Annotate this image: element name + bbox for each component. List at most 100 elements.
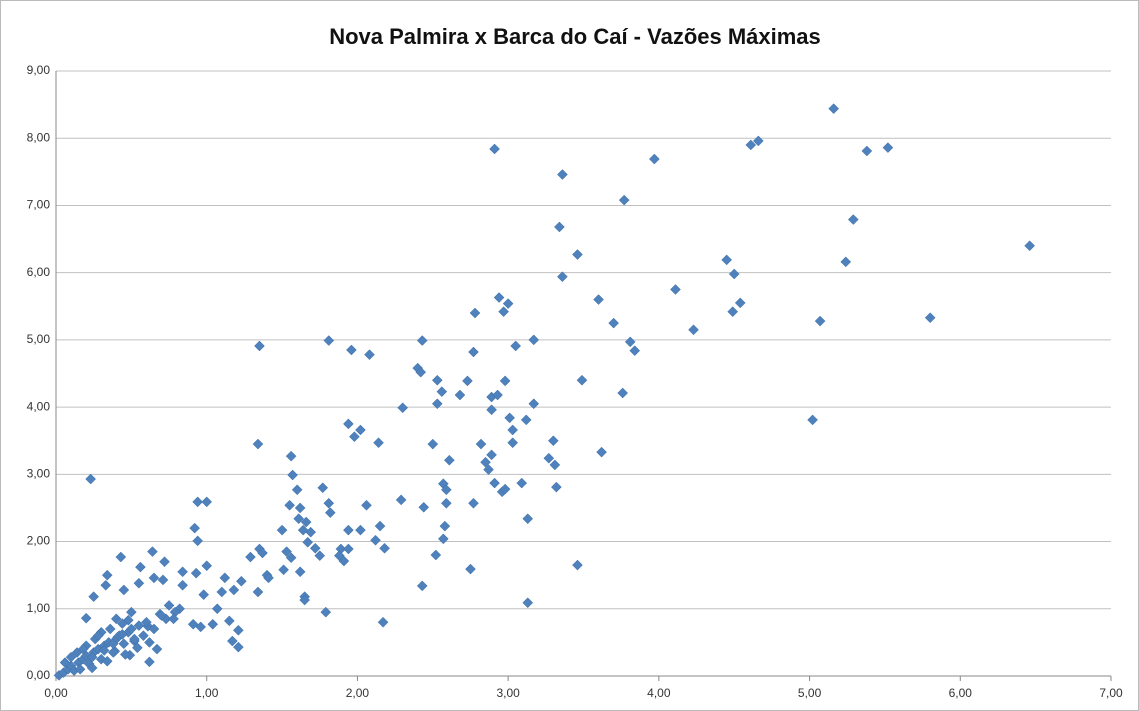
point <box>483 464 494 475</box>
point <box>847 214 859 225</box>
point <box>576 374 588 386</box>
point <box>148 572 160 584</box>
point <box>416 335 428 346</box>
point <box>299 594 311 606</box>
point <box>469 307 481 319</box>
point <box>468 346 479 358</box>
y-tick-label: 0,00 <box>27 668 51 682</box>
x-tick-label: 1,00 <box>195 686 219 700</box>
point <box>522 597 534 609</box>
point <box>370 534 381 546</box>
point <box>276 524 288 536</box>
point <box>236 575 247 587</box>
point <box>343 543 354 555</box>
point <box>263 572 274 584</box>
point <box>498 306 509 318</box>
x-tick-label: 5,00 <box>798 686 822 700</box>
point <box>468 497 479 509</box>
point <box>728 268 740 280</box>
point <box>177 566 188 578</box>
point <box>116 628 128 640</box>
point <box>144 637 155 648</box>
point <box>543 452 555 464</box>
point <box>596 446 607 458</box>
point <box>440 497 452 509</box>
point <box>285 450 297 462</box>
point <box>528 334 540 346</box>
point <box>324 507 336 519</box>
point <box>439 520 451 532</box>
point <box>499 375 511 387</box>
y-tick-label: 4,00 <box>27 399 51 413</box>
point <box>617 387 629 399</box>
point <box>223 615 235 627</box>
point <box>138 630 149 642</box>
point <box>104 623 116 635</box>
point <box>141 616 152 628</box>
point <box>557 169 568 180</box>
point <box>309 542 321 554</box>
point <box>101 569 113 581</box>
point <box>486 449 497 461</box>
point <box>480 456 491 468</box>
chart-title: Nova Palmira x Barca do Caí - Vazões Máx… <box>329 24 821 49</box>
y-tick-label: 2,00 <box>27 534 51 548</box>
point <box>293 513 305 525</box>
point <box>507 424 519 436</box>
point <box>489 143 500 155</box>
point <box>284 499 295 511</box>
point <box>294 502 306 514</box>
point <box>132 642 143 654</box>
point <box>374 520 386 532</box>
point <box>98 645 110 656</box>
point <box>118 638 130 650</box>
point <box>133 620 145 631</box>
y-tick-label: 5,00 <box>27 332 51 346</box>
point <box>190 567 202 579</box>
point <box>294 566 306 578</box>
point <box>346 344 357 356</box>
point <box>226 635 238 647</box>
x-tick-label: 2,00 <box>346 686 370 700</box>
point <box>320 606 332 618</box>
point <box>499 483 511 495</box>
point <box>198 589 210 601</box>
point <box>168 613 179 625</box>
point <box>436 386 448 398</box>
point <box>151 643 163 655</box>
point <box>734 297 746 309</box>
point <box>219 572 231 584</box>
point <box>254 340 265 352</box>
point <box>489 477 500 489</box>
point <box>110 613 122 625</box>
point <box>510 340 522 352</box>
point <box>551 481 562 493</box>
y-tick-label: 9,00 <box>27 63 51 77</box>
point <box>126 606 137 618</box>
point <box>520 414 532 426</box>
point <box>201 560 213 572</box>
point <box>100 579 112 591</box>
point <box>115 551 127 563</box>
point <box>486 404 497 416</box>
point <box>572 249 583 260</box>
point <box>549 459 561 471</box>
point <box>281 546 292 557</box>
point <box>157 574 169 586</box>
point <box>593 294 604 305</box>
point <box>415 366 427 378</box>
point <box>233 624 244 636</box>
point <box>144 656 155 668</box>
y-tick-label: 1,00 <box>27 601 51 615</box>
point <box>395 494 407 506</box>
point <box>189 522 201 534</box>
point <box>129 633 140 645</box>
point <box>192 535 204 547</box>
point <box>305 526 317 538</box>
point <box>252 438 264 450</box>
point <box>807 414 818 426</box>
point <box>252 586 264 598</box>
point <box>343 524 354 536</box>
point <box>493 292 505 303</box>
point <box>557 271 568 283</box>
